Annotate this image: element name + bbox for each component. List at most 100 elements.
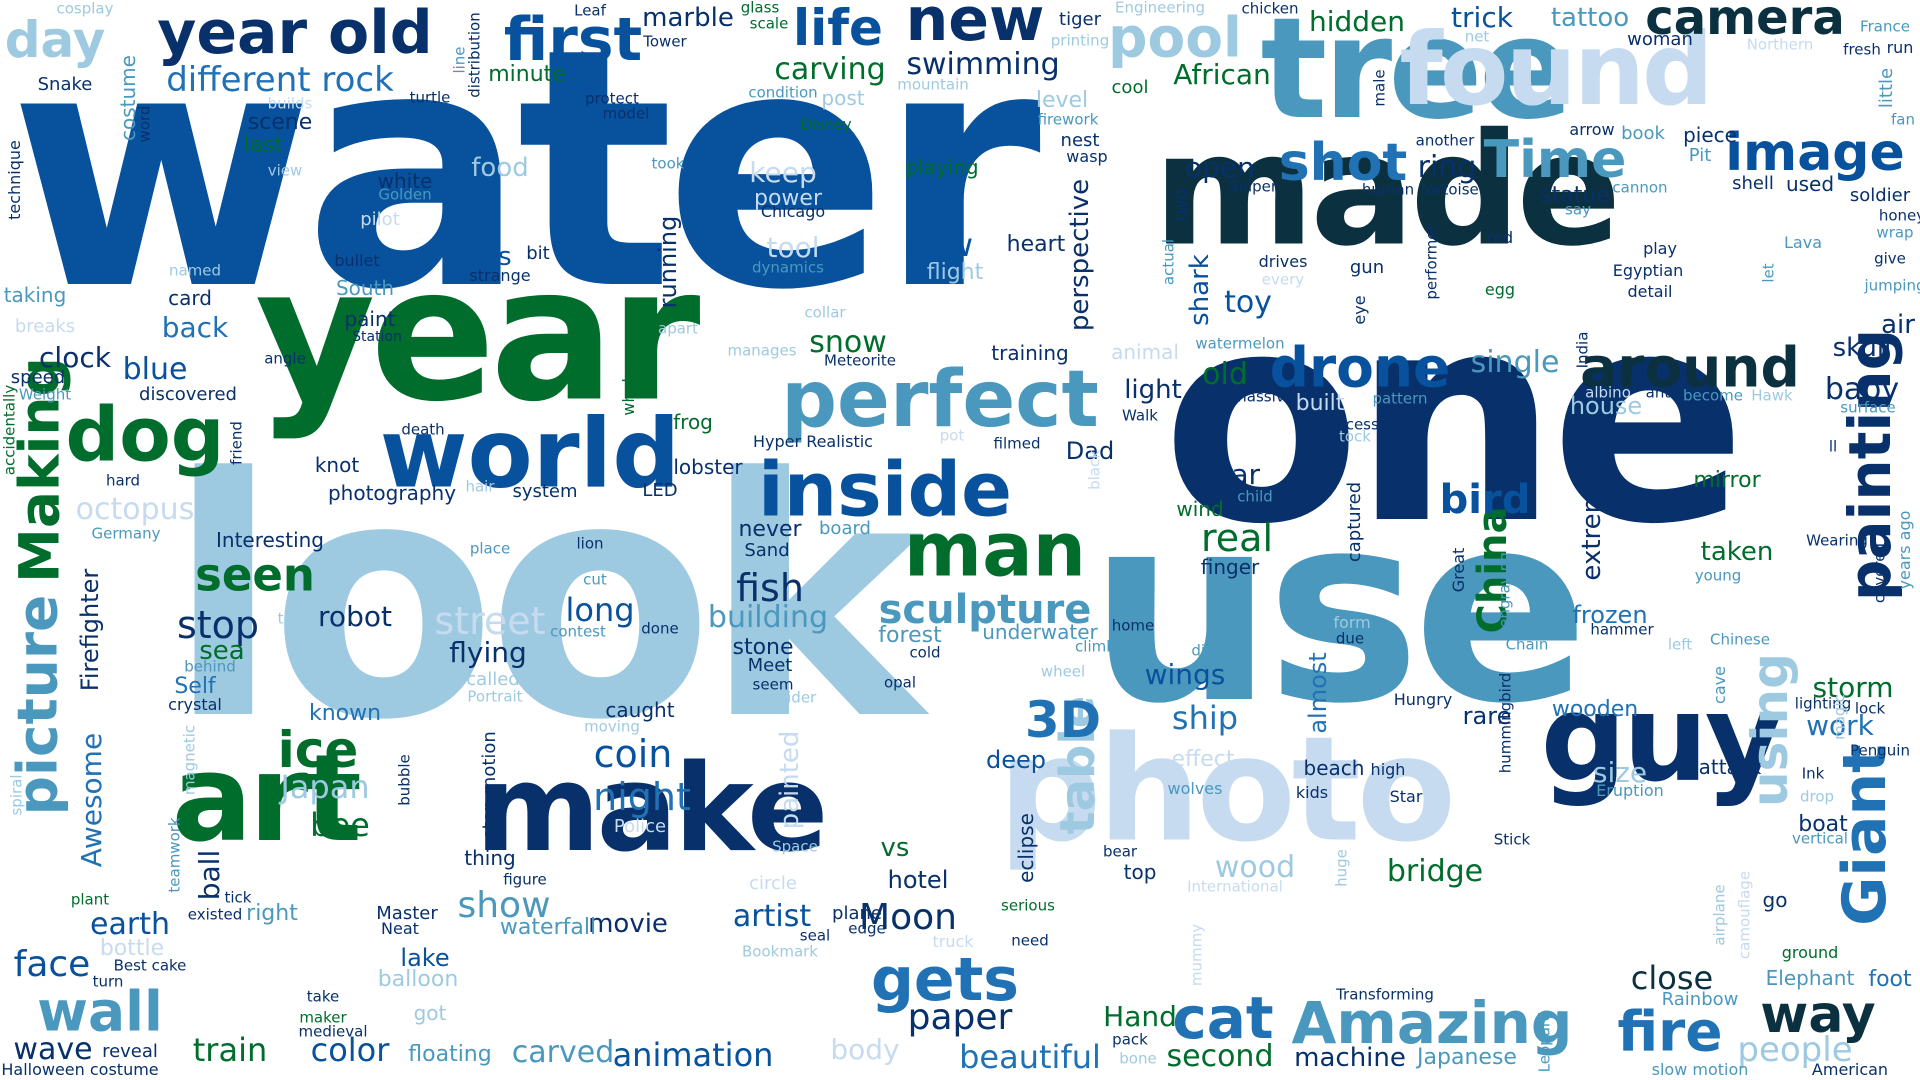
word-germany: Germany [91,524,161,543]
word-clock: clock [39,341,111,374]
word-circle: circle [749,873,797,894]
word-american: American [1811,1060,1889,1079]
word-japanese: Japanese [1417,1045,1517,1070]
word-balloon: balloon [377,967,459,992]
word-tattoo: tattoo [1550,3,1630,33]
word-carved: carved [511,1035,615,1070]
word-stop: stop [176,603,260,647]
word-process: process [1321,415,1379,434]
word-fire: fire [1617,999,1723,1064]
word-wood: wood [1214,850,1296,885]
word-extremely: extremely [1577,449,1607,581]
word-scale: scale [749,14,789,33]
word-another: another [1415,131,1475,150]
word-ice: ice [277,721,359,779]
word-nest: nest [1060,130,1100,151]
word-called: called [466,669,520,690]
word-snake: Snake [37,74,93,95]
word-edge: edge [848,919,886,938]
word-second: second [1166,1039,1274,1074]
word-massive: massive [1232,387,1294,406]
word-lobster: lobster [673,455,743,479]
word-took: took [651,154,685,173]
word-photography: photography [327,481,457,505]
word-every: every [1261,270,1305,289]
word-engraving: engraving [1495,552,1514,628]
word-whale: whale [619,368,638,416]
word-international: International [1187,877,1283,896]
word-bottle: bottle [99,936,165,961]
word-paper: paper [907,997,1013,1038]
word-let: let [1759,263,1778,283]
word-sea: sea [199,636,245,666]
word-high: high [1370,760,1406,779]
word-hungry: Hungry [1393,690,1453,709]
word-beautiful: beautiful [959,1038,1101,1076]
word-discovered: discovered [139,384,237,405]
word-magnetic: magnetic [180,724,199,796]
word-cannon: cannon [1612,178,1668,197]
word-never: never [738,517,802,542]
word-machine: machine [1294,1043,1406,1073]
word-young: young [1694,566,1742,585]
word-hand: Hand [1103,1000,1177,1033]
word-become: become [1682,386,1744,405]
word-plant: plant [70,890,110,909]
word-reveal: reveal [102,1041,158,1062]
word-taking: taking [3,283,67,307]
word-red: red [1486,228,1514,247]
word-real: real [1200,516,1274,560]
word-wheel: wheel [1040,662,1086,681]
word-open: open [1185,151,1255,184]
word-master: Master [376,903,438,924]
word-mirror: mirror [1693,468,1761,493]
word-lion: lion [576,534,604,553]
word-stone: stone [732,635,794,660]
word-dog: dog [65,390,225,479]
word-golden: Golden [378,185,432,204]
word-heart: heart [1006,232,1066,257]
word-built: built [1295,391,1345,416]
word-manages: manages [727,341,797,360]
word-watermelon: watermelon [1195,334,1285,353]
word-slow-motion: slow motion [1651,1060,1749,1079]
word-accidentally: accidentally [0,384,19,476]
word-protect: protect [585,89,639,108]
word-crystal: crystal [168,695,222,714]
word-spiral: spiral [7,774,26,816]
word-first: first [503,5,643,75]
word-climbing: climbing [1075,637,1139,656]
word-chicken: chicken [1241,0,1299,18]
word-beach: beach [1303,756,1365,780]
word-perfect: perfect [781,355,1099,445]
word-sculpture: sculpture [878,587,1092,633]
word-awesome: Awesome [75,732,108,868]
word-wolves: wolves [1167,779,1223,798]
word-african: African [1173,58,1271,91]
word-hummingbird: hummingbird [1496,672,1515,774]
word-firefighter: Firefighter [76,568,104,692]
word-using: using [1741,653,1799,807]
word-water: water [8,0,1041,362]
word-snow: snow [809,325,887,360]
word-male: male [1370,69,1389,107]
word-underwater: underwater [982,620,1098,644]
word-flying: flying [449,636,527,669]
word-mummy: mummy [1187,923,1206,987]
word-home: home [1111,616,1155,635]
word-test: test [277,609,307,628]
word-earth: earth [90,907,170,942]
word-tock: tock [1339,427,1371,446]
word-people: people [1737,1030,1853,1070]
word-drop: drop [1799,787,1835,806]
word-keep: keep [749,156,817,189]
word-covered: covered [1870,542,1889,604]
word-marble: marble [642,3,734,33]
word-human: human [1361,180,1415,199]
word-got: got [413,1001,447,1025]
word-bubble: bubble [395,754,414,806]
word-actual: actual [1159,238,1178,286]
word-chinese: Chinese [1710,630,1770,649]
word-wearing: Wearing [1806,531,1868,550]
word-flight: flight [926,260,984,285]
